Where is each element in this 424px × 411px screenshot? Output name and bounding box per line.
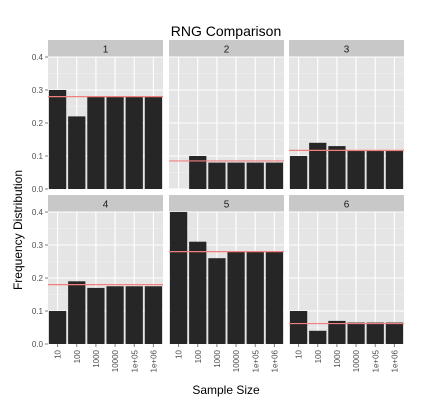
x-tick-label: 1e+06	[390, 349, 399, 372]
facet-strip-label: 6	[344, 200, 350, 211]
bar	[208, 163, 225, 189]
bar	[145, 286, 162, 344]
y-tick-label: 0.2	[32, 274, 44, 283]
bar	[247, 252, 264, 344]
facet-strip-label: 5	[224, 200, 230, 211]
facet-strip-label: 4	[103, 200, 109, 211]
x-tick-label: 100	[314, 349, 323, 363]
x-tick-label: 10000	[352, 349, 361, 372]
x-tick-label: 1000	[333, 349, 342, 367]
x-tick-label: 10000	[232, 349, 241, 372]
bar	[347, 323, 364, 344]
facet-panels: 1 0.0 0.1 0.2 0.3 0.4 2 3 4 0.0 0.1 0.2 0.3 0.4 10 100 1…	[32, 40, 404, 372]
x-tick-label: 1e+05	[371, 349, 380, 372]
bar	[347, 151, 364, 189]
x-tick-label: 10000	[111, 349, 120, 372]
bar	[145, 97, 162, 189]
bar	[126, 97, 143, 189]
x-tick-label: 1e+06	[149, 349, 158, 372]
bar	[227, 163, 244, 189]
bar	[266, 163, 283, 189]
x-tick-label: 1e+05	[251, 349, 260, 372]
y-tick-label: 0.1	[32, 307, 44, 316]
bar	[68, 281, 85, 344]
bar	[309, 143, 326, 189]
x-tick-label: 100	[194, 349, 203, 363]
y-tick-label: 0.3	[32, 241, 44, 250]
y-tick-label: 0.0	[32, 185, 44, 194]
facet-strip-label: 3	[344, 45, 350, 56]
bar	[309, 331, 326, 344]
bar	[247, 163, 264, 189]
bar	[290, 311, 307, 344]
x-tick-label: 10	[295, 349, 304, 358]
bar	[49, 90, 66, 189]
y-tick-label: 0.2	[32, 119, 44, 128]
x-tick-label: 1000	[92, 349, 101, 367]
y-tick-label: 0.0	[32, 340, 44, 349]
bar	[106, 97, 123, 189]
facet-strip-label: 1	[103, 45, 109, 56]
x-tick-label: 1e+06	[270, 349, 279, 372]
bar	[87, 288, 104, 344]
facet-strip-label: 2	[224, 45, 230, 56]
bar	[386, 323, 403, 344]
bar	[328, 321, 345, 344]
bar	[367, 151, 384, 189]
y-tick-label: 0.3	[32, 86, 44, 95]
bar	[208, 258, 225, 344]
x-axis-label: Sample Size	[192, 383, 260, 397]
bar	[170, 212, 187, 344]
bar	[87, 97, 104, 189]
bar	[290, 156, 307, 189]
x-tick-label: 1000	[213, 349, 222, 367]
bar	[49, 311, 66, 344]
x-tick-label: 10	[54, 349, 63, 358]
chart-title: RNG Comparison	[171, 23, 281, 39]
y-axis-label: Frequency Distribution	[11, 170, 25, 290]
bar	[328, 146, 345, 189]
x-tick-label: 10	[175, 349, 184, 358]
bar	[189, 242, 206, 344]
y-tick-label: 0.1	[32, 152, 44, 161]
bar	[367, 323, 384, 344]
x-tick-label: 1e+05	[130, 349, 139, 372]
bar	[68, 116, 85, 189]
bar	[106, 286, 123, 344]
y-tick-label: 0.4	[32, 53, 44, 62]
y-tick-label: 0.4	[32, 208, 44, 217]
bar	[386, 151, 403, 189]
bar	[126, 286, 143, 344]
bar	[266, 252, 283, 344]
bar	[227, 252, 244, 344]
x-tick-label: 100	[73, 349, 82, 363]
